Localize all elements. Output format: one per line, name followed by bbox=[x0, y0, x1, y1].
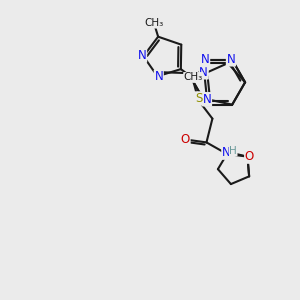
Text: H: H bbox=[229, 146, 237, 156]
Text: N: N bbox=[138, 49, 146, 62]
Text: N: N bbox=[154, 70, 163, 83]
Text: N: N bbox=[203, 93, 212, 106]
Text: N: N bbox=[226, 53, 235, 66]
Text: CH₃: CH₃ bbox=[145, 18, 164, 28]
Text: N: N bbox=[201, 53, 209, 67]
Text: O: O bbox=[245, 150, 254, 163]
Text: N: N bbox=[199, 66, 208, 79]
Text: N: N bbox=[222, 146, 231, 159]
Text: S: S bbox=[196, 92, 203, 105]
Text: CH₃: CH₃ bbox=[184, 73, 203, 82]
Text: O: O bbox=[181, 133, 190, 146]
